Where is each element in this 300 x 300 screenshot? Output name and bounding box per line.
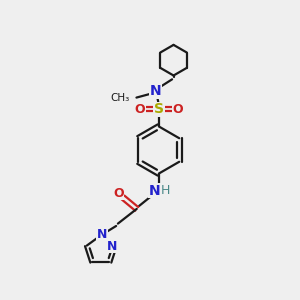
Text: N: N	[97, 228, 107, 241]
Text: N: N	[149, 184, 161, 198]
Text: O: O	[135, 103, 145, 116]
Text: S: S	[154, 102, 164, 116]
Text: O: O	[113, 187, 124, 200]
Text: N: N	[107, 240, 118, 253]
Text: H: H	[160, 184, 170, 197]
Text: CH₃: CH₃	[111, 94, 130, 103]
Text: O: O	[172, 103, 183, 116]
Text: N: N	[149, 84, 161, 98]
